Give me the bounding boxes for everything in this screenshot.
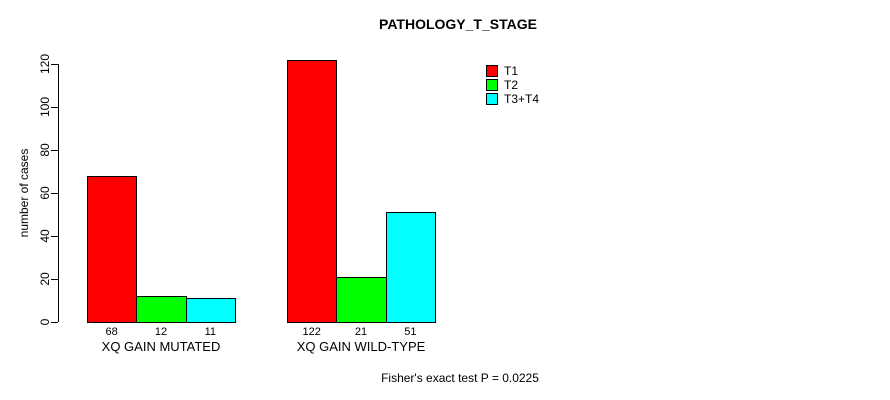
legend-swatch-icon [486,65,498,77]
bar-value-label: 21 [354,326,368,338]
statistical-annotation: Fisher's exact test P = 0.0225 [381,371,539,385]
bar-t1 [87,175,138,323]
legend-label: T2 [504,78,519,92]
legend-item: T1 [486,64,539,78]
legend-label: T3+T4 [504,92,540,106]
y-axis-tick-label: 80 [38,143,52,157]
bar-t3-t4 [385,212,436,323]
bar-t1 [287,59,338,323]
legend-swatch-icon [486,79,498,91]
y-axis-tick [51,150,58,151]
y-axis-tick [51,236,58,237]
bar-value-label: 12 [154,326,168,338]
y-axis-tick-label: 100 [38,96,52,118]
bar-value-label: 68 [105,326,118,338]
bar-t2 [136,296,187,323]
legend-label: T1 [504,64,519,78]
legend-item: T2 [486,78,539,92]
legend: T1 T2 T3+T4 [486,64,539,106]
chart-title: PATHOLOGY_T_STAGE [379,16,537,32]
y-axis-label: number of cases [17,148,31,238]
bar-value-label: 122 [302,326,321,338]
legend-item: T3+T4 [486,92,539,106]
category-label: XQ GAIN WILD-TYPE [296,339,426,354]
bar-t2 [336,276,387,323]
y-axis-tick [51,322,58,323]
bar-value-label: 11 [204,326,217,338]
y-axis-tick-label: 0 [38,318,52,326]
bar-t3-t4 [185,298,236,323]
bar-value-label: 51 [404,326,417,338]
y-axis-tick [51,279,58,280]
y-axis-tick-label: 60 [38,186,52,200]
legend-swatch-icon [486,93,498,105]
y-axis-tick [51,64,58,65]
category-label: XQ GAIN MUTATED [101,339,221,354]
y-axis-line [58,64,59,322]
y-axis-tick [51,193,58,194]
y-axis-tick-label: 120 [38,53,52,75]
y-axis-tick-label: 20 [38,272,52,286]
y-axis-tick-label: 40 [38,229,52,243]
y-axis-tick [51,107,58,108]
